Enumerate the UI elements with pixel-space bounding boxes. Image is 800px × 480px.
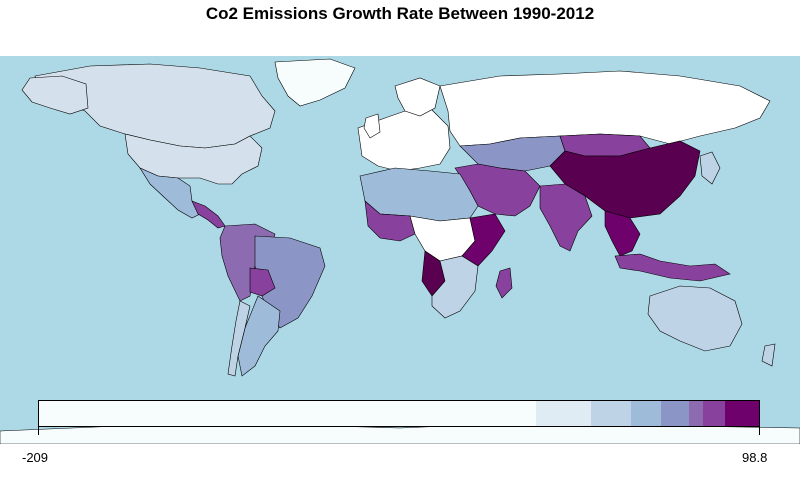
region-bolivia bbox=[249, 267, 276, 297]
region-scandinavia bbox=[394, 77, 441, 117]
region-madagascar bbox=[495, 267, 513, 299]
region-alaska bbox=[21, 75, 89, 115]
map-title: Co2 Emissions Growth Rate Between 1990-2… bbox=[205, 4, 595, 23]
legend-bin bbox=[39, 401, 536, 426]
region-southeast-asia bbox=[604, 210, 641, 257]
region-east-africa bbox=[461, 213, 506, 267]
region-southern-africa bbox=[431, 255, 479, 319]
legend-bin bbox=[631, 401, 662, 426]
world-map bbox=[0, 56, 800, 445]
legend-max-tick bbox=[759, 427, 760, 435]
legend-min-tick bbox=[38, 427, 39, 435]
region-central-america bbox=[191, 200, 226, 229]
region-india bbox=[539, 183, 593, 252]
world-map-svg bbox=[0, 56, 800, 445]
legend-bin bbox=[591, 401, 632, 426]
color-legend-bar bbox=[38, 400, 760, 427]
region-new-zealand bbox=[761, 343, 776, 367]
legend-bin bbox=[703, 401, 726, 426]
region-australia bbox=[647, 285, 743, 352]
region-uk bbox=[363, 113, 381, 139]
legend-max-label: 98.8 bbox=[742, 450, 768, 465]
region-west-africa bbox=[364, 200, 416, 242]
legend-min-label: -209 bbox=[22, 450, 49, 465]
legend-bin bbox=[535, 401, 592, 426]
legend-bin bbox=[725, 401, 760, 426]
region-greenland bbox=[274, 58, 356, 107]
region-europe bbox=[357, 107, 451, 172]
region-chile bbox=[227, 300, 251, 377]
legend-bin bbox=[661, 401, 690, 426]
region-japan-korea bbox=[699, 151, 721, 185]
region-china bbox=[549, 140, 701, 219]
region-indonesia bbox=[614, 253, 731, 282]
legend-bin bbox=[689, 401, 704, 426]
